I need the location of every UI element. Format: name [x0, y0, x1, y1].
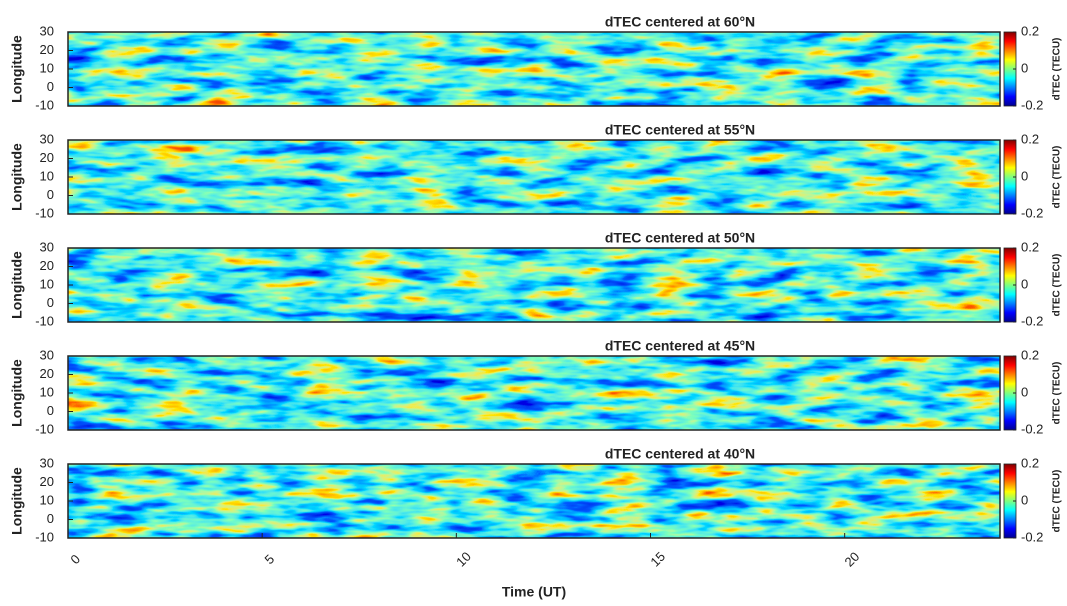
x-axis-label: Time (UT): [502, 584, 566, 600]
y-tick-label: 30: [40, 239, 54, 254]
panel-title: dTEC centered at 55°N: [605, 122, 755, 138]
y-tick-label: 10: [40, 60, 54, 75]
colorbar-tick-label: -0.2: [1021, 421, 1043, 436]
y-tick-label: 0: [47, 511, 54, 526]
y-tick-label: 30: [40, 131, 54, 146]
colorbar-tick-label: 0.2: [1021, 131, 1039, 146]
y-tick-label: 0: [47, 403, 54, 418]
colorbar-tick-label: 0.2: [1021, 23, 1039, 38]
colorbar-tick-label: -0.2: [1021, 313, 1043, 328]
y-tick-label: 30: [40, 455, 54, 470]
colorbar-tick-label: -0.2: [1021, 529, 1043, 544]
y-axis-label: Longitude: [9, 251, 25, 319]
y-tick-label: -10: [35, 421, 54, 436]
colorbar-tick-label: -0.2: [1021, 205, 1043, 220]
y-tick-label: 0: [47, 187, 54, 202]
colorbar-tick-label: 0: [1021, 492, 1028, 507]
colorbar-label: dTEC (TECU): [1052, 146, 1063, 209]
y-tick-label: 30: [40, 23, 54, 38]
y-tick-label: -10: [35, 529, 54, 544]
x-tick-label: 20: [841, 549, 862, 570]
y-tick-label: 10: [40, 384, 54, 399]
y-tick-label: 0: [47, 295, 54, 310]
y-tick-label: 0: [47, 79, 54, 94]
y-axis-label: Longitude: [9, 359, 25, 427]
colorbar-tick-label: -0.2: [1021, 97, 1043, 112]
colorbar-tick-label: 0: [1021, 276, 1028, 291]
colorbar-label: dTEC (TECU): [1052, 362, 1063, 425]
y-tick-label: -10: [35, 97, 54, 112]
colorbar-tick-label: 0.2: [1021, 455, 1039, 470]
y-tick-label: 10: [40, 492, 54, 507]
heatmap: [68, 464, 1000, 538]
x-tick-label: 5: [262, 551, 278, 567]
heatmap: [68, 140, 1000, 214]
y-axis-label: Longitude: [9, 143, 25, 211]
y-tick-label: 20: [40, 366, 54, 381]
y-tick-label: 20: [40, 42, 54, 57]
panel-title: dTEC centered at 45°N: [605, 338, 755, 354]
colorbar-tick-label: 0.2: [1021, 347, 1039, 362]
y-tick-label: 10: [40, 276, 54, 291]
heatmap: [68, 356, 1000, 430]
y-tick-label: 20: [40, 474, 54, 489]
colorbar-label: dTEC (TECU): [1052, 470, 1063, 533]
x-tick-label: 10: [453, 549, 474, 570]
heatmap: [68, 248, 1000, 322]
colorbar-tick-label: 0: [1021, 384, 1028, 399]
panel-title: dTEC centered at 60°N: [605, 14, 755, 30]
y-tick-label: -10: [35, 205, 54, 220]
panel-title: dTEC centered at 50°N: [605, 230, 755, 246]
y-axis-label: Longitude: [9, 35, 25, 103]
y-tick-label: -10: [35, 313, 54, 328]
x-tick-label: 0: [67, 551, 83, 567]
y-tick-label: 10: [40, 168, 54, 183]
colorbar-tick-label: 0: [1021, 60, 1028, 75]
y-tick-label: 30: [40, 347, 54, 362]
y-tick-label: 20: [40, 258, 54, 273]
colorbar-label: dTEC (TECU): [1052, 254, 1063, 317]
x-tick-label: 15: [647, 549, 668, 570]
colorbar-tick-label: 0: [1021, 168, 1028, 183]
y-axis-label: Longitude: [9, 467, 25, 535]
colorbar-tick-label: 0.2: [1021, 239, 1039, 254]
panel-title: dTEC centered at 40°N: [605, 446, 755, 462]
heatmap: [68, 32, 1000, 106]
colorbar-label: dTEC (TECU): [1052, 38, 1063, 101]
y-tick-label: 20: [40, 150, 54, 165]
